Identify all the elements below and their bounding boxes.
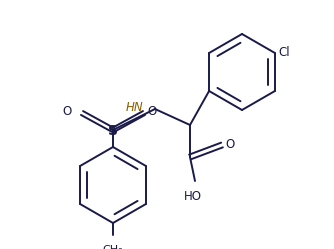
Text: S: S: [108, 124, 118, 138]
Text: O: O: [225, 137, 234, 150]
Text: O: O: [147, 105, 156, 118]
Text: HO: HO: [184, 190, 202, 203]
Text: HN: HN: [125, 101, 143, 114]
Text: Cl: Cl: [278, 46, 290, 59]
Text: CH₃: CH₃: [103, 245, 123, 249]
Text: O: O: [63, 105, 72, 118]
